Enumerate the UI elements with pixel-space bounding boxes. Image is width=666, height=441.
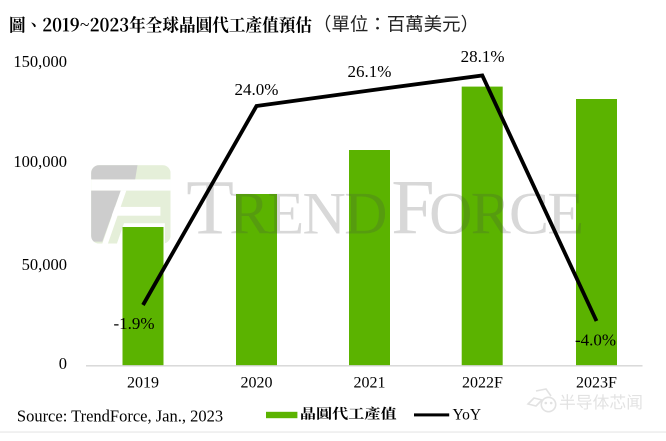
svg-text:2021: 2021	[354, 375, 386, 392]
svg-text:2019: 2019	[127, 375, 159, 392]
svg-text:2022F: 2022F	[462, 375, 503, 392]
svg-text:0: 0	[59, 354, 67, 373]
svg-text:100,000: 100,000	[13, 152, 67, 171]
svg-text:ORCE: ORCE	[429, 181, 582, 247]
svg-text:26.1%: 26.1%	[348, 62, 392, 81]
svg-text:-4.0%: -4.0%	[575, 331, 616, 350]
svg-text:28.1%: 28.1%	[461, 47, 505, 66]
svg-text:-1.9%: -1.9%	[113, 314, 154, 333]
svg-text:150,000: 150,000	[13, 52, 67, 71]
svg-text:2023F: 2023F	[576, 375, 617, 392]
svg-text:F: F	[391, 164, 434, 251]
svg-text:50,000: 50,000	[22, 255, 67, 274]
svg-text:T: T	[186, 164, 234, 251]
svg-text:REND: REND	[229, 181, 386, 247]
svg-text:YoY: YoY	[453, 406, 482, 423]
svg-text:24.0%: 24.0%	[235, 80, 279, 99]
svg-text:Source: TrendForce, Jan., 2023: Source: TrendForce, Jan., 2023	[17, 406, 223, 425]
svg-text:2020: 2020	[241, 375, 273, 392]
